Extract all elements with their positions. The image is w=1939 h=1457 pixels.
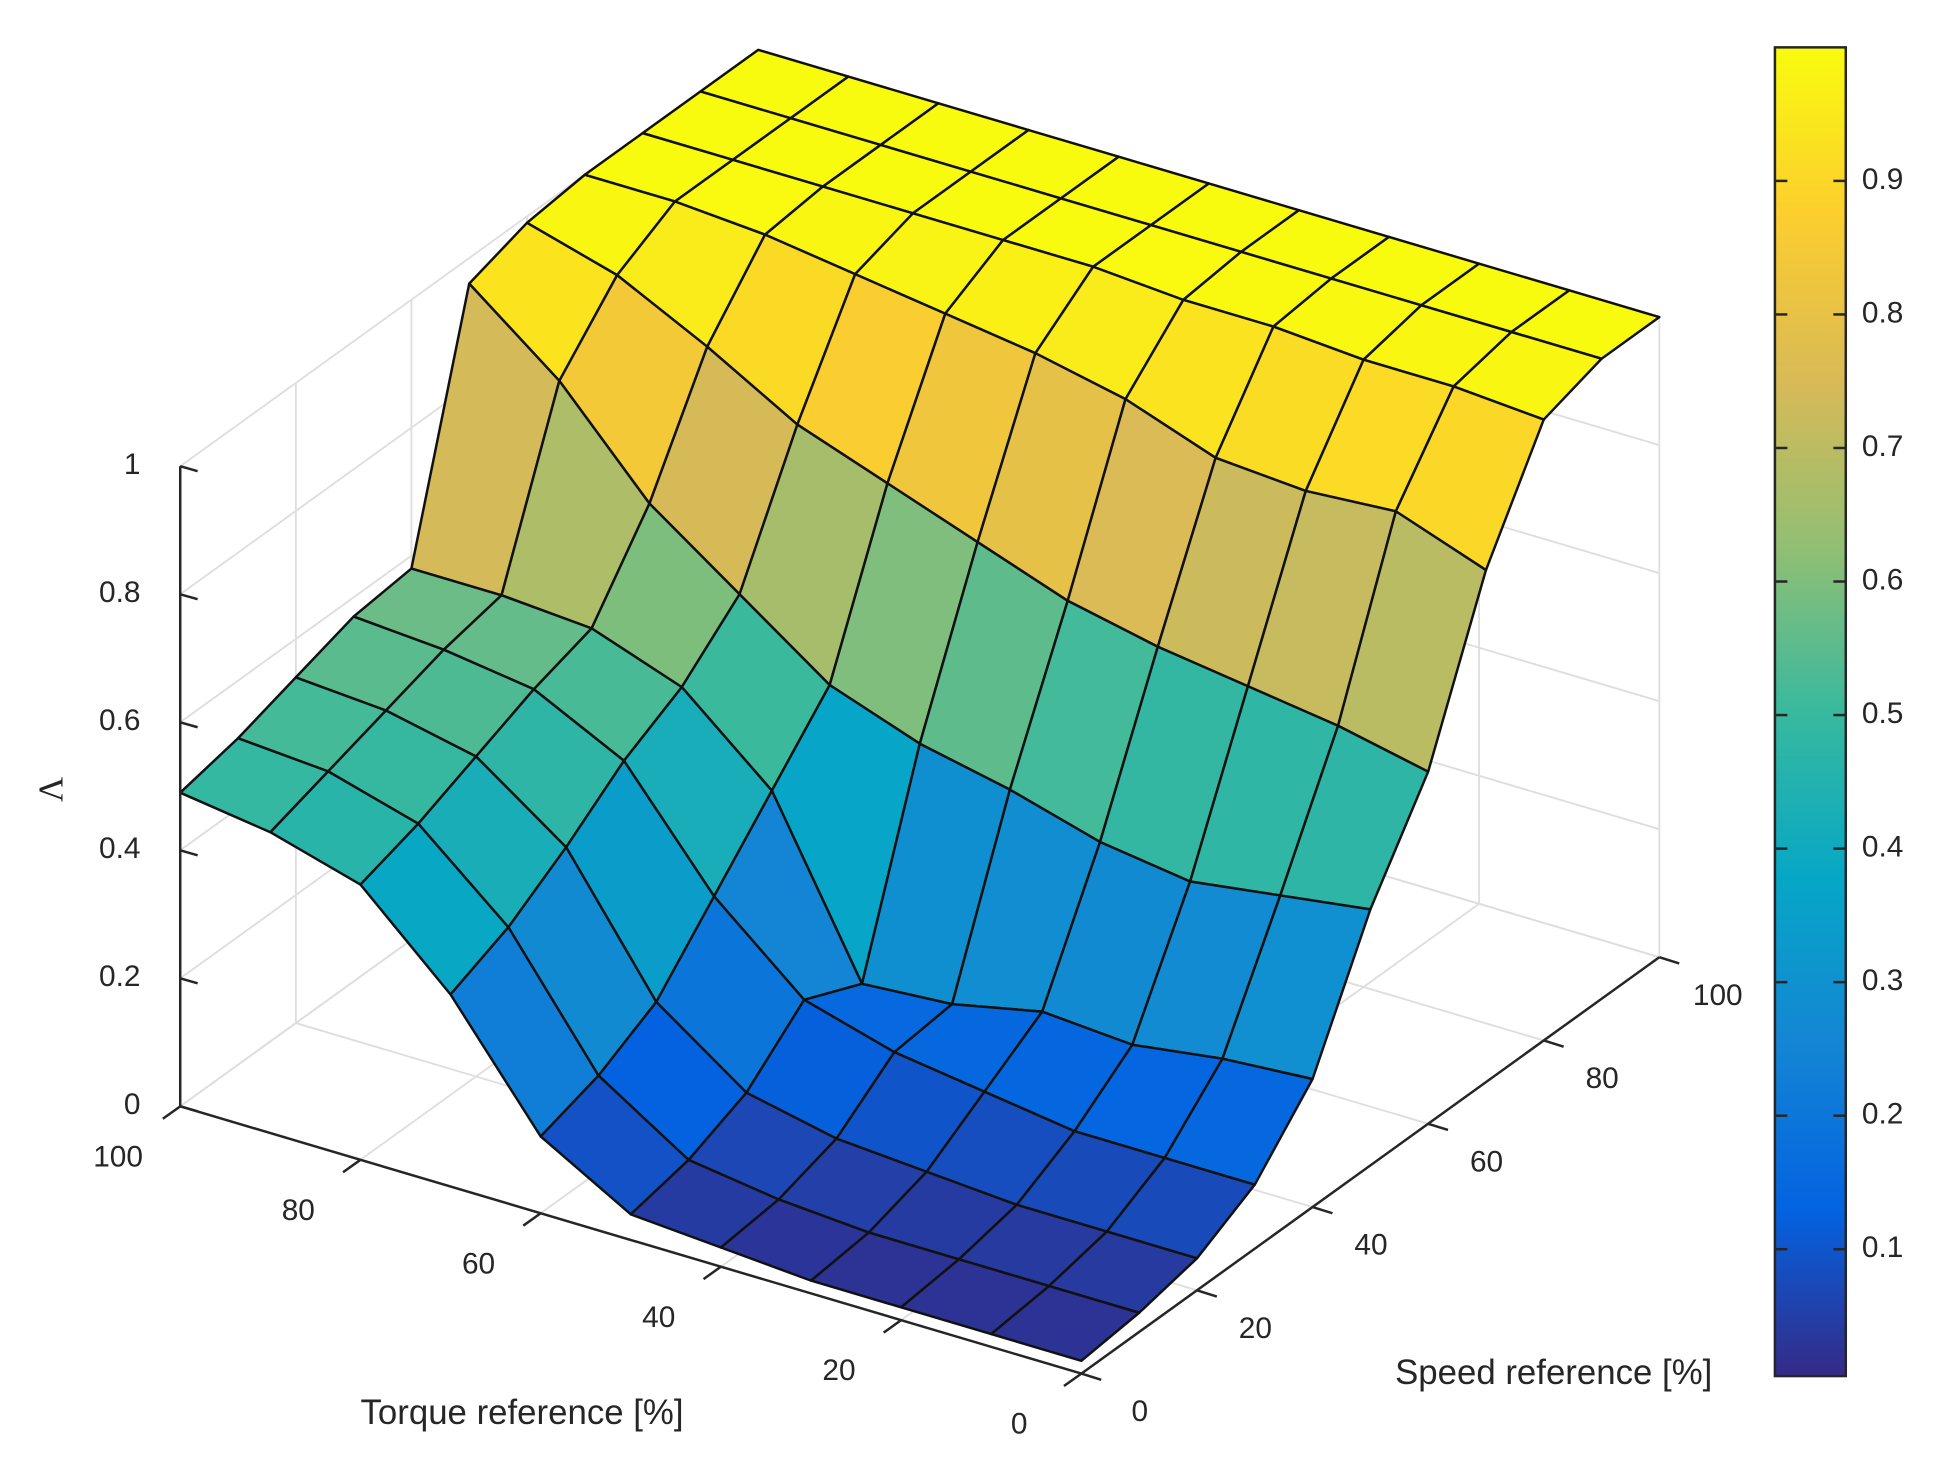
y-tick-label: 100 [1693, 979, 1743, 1012]
x-tick [522, 1212, 542, 1227]
y-axis-line [1080, 956, 1661, 1375]
colorbar: 0.1 0.2 0.3 0.4 0.5 0.6 0.7 0.8 0.9 [1773, 46, 1903, 1378]
y-tick-label: 40 [1354, 1229, 1387, 1262]
colorbar-tick-label: 0.7 [1862, 430, 1903, 463]
colorbar-tick-label: 0.6 [1862, 563, 1903, 596]
x-tick [702, 1265, 722, 1281]
colorbar-tick-label: 0.3 [1862, 964, 1903, 997]
colorbar-tick-label: 0.2 [1862, 1098, 1903, 1131]
z-tick-label: 0.6 [99, 704, 140, 737]
colorbar-tick-label: 0.9 [1862, 163, 1903, 196]
x-tick [883, 1319, 902, 1334]
z-tick [179, 849, 198, 857]
z-tick [179, 721, 198, 729]
x-axis-line [179, 1105, 1082, 1375]
y-tick [1312, 1205, 1333, 1215]
surface [178, 48, 1661, 1363]
x-tick-label: 0 [1011, 1408, 1028, 1441]
z-tick [179, 465, 198, 473]
z-tick-label: 0.4 [99, 832, 140, 865]
axes: 0 20 40 60 80 100 0 20 40 60 80 100 0 0.2 0.4 0.6 0.8 1 [93, 448, 1742, 1441]
y-tick-label: 80 [1586, 1062, 1619, 1095]
z-axis-label: Λ [32, 777, 71, 802]
z-tick [179, 1105, 198, 1113]
z-tick [179, 977, 198, 985]
y-tick-label: 0 [1131, 1395, 1148, 1428]
surface-cell [990, 1284, 1141, 1363]
y-tick [1543, 1039, 1565, 1048]
z-tick [179, 593, 198, 601]
y-tick [1080, 1372, 1102, 1381]
x-tick-label: 100 [93, 1140, 143, 1173]
x-axis-label: Torque reference [%] [361, 1393, 684, 1432]
x-tick [162, 1105, 181, 1120]
x-tick [1063, 1372, 1083, 1388]
x-tick-label: 40 [642, 1301, 675, 1334]
y-tick-label: 20 [1239, 1312, 1272, 1345]
z-tick-label: 0.2 [99, 960, 140, 993]
colorbar-scale [1773, 46, 1848, 1378]
y-tick [1196, 1289, 1218, 1298]
colorbar-tick-label: 0.8 [1862, 296, 1903, 329]
z-tick-label: 0 [124, 1088, 141, 1121]
z-tick-label: 0.8 [99, 576, 140, 609]
x-tick-label: 80 [282, 1194, 315, 1227]
z-tick-label: 1 [124, 448, 141, 481]
y-tick [1427, 1122, 1449, 1132]
y-axis-label: Speed reference [%] [1395, 1353, 1712, 1392]
colorbar-tick-label: 0.4 [1862, 830, 1903, 863]
y-tick-label: 60 [1470, 1145, 1503, 1178]
x-tick-label: 20 [822, 1354, 855, 1387]
x-tick-label: 60 [462, 1247, 495, 1280]
x-tick [342, 1158, 362, 1174]
y-tick [1658, 956, 1680, 965]
colorbar-tick-label: 0.1 [1862, 1231, 1903, 1264]
colorbar-tick-label: 0.5 [1862, 697, 1903, 730]
